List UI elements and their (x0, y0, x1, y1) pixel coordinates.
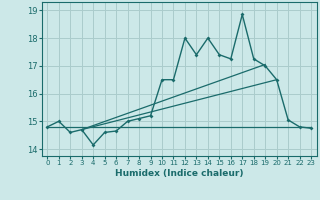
X-axis label: Humidex (Indice chaleur): Humidex (Indice chaleur) (115, 169, 244, 178)
